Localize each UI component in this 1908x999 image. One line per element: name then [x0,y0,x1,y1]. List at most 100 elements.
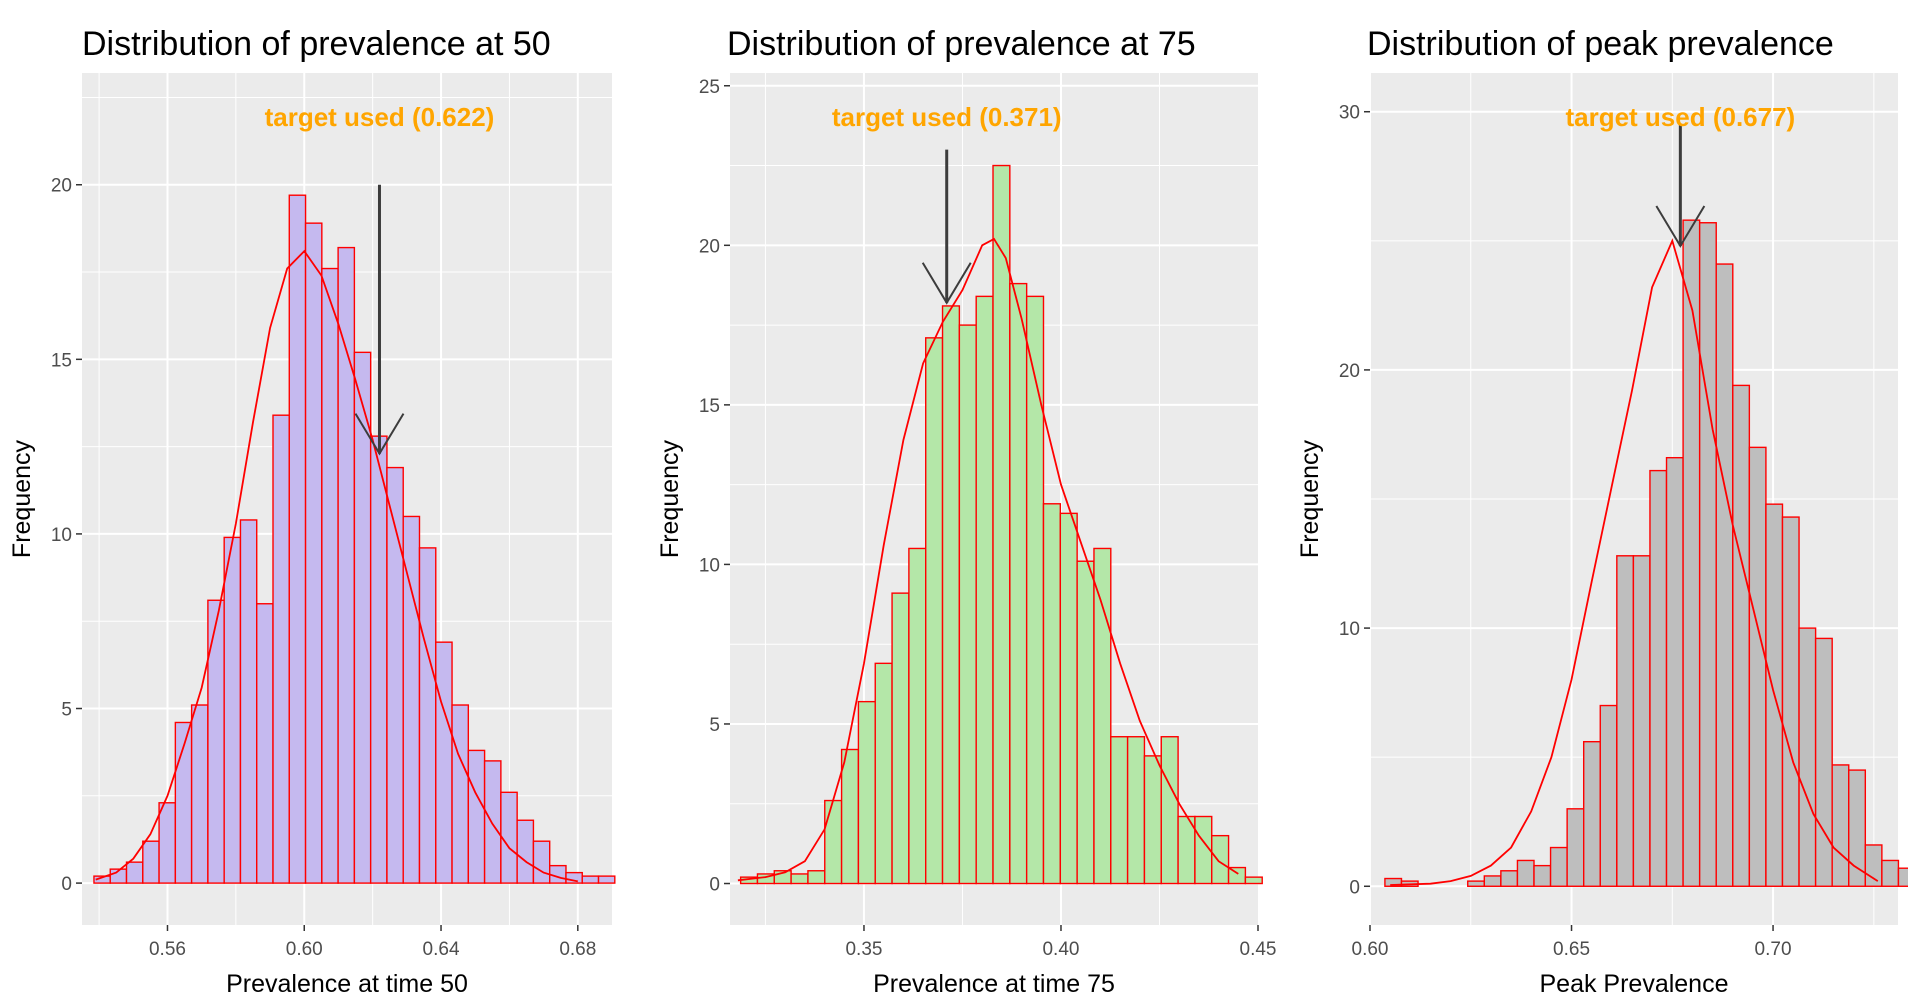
histogram-bar [1042,503,1062,885]
y-tick-label: 0 [1349,877,1360,898]
y-tick-label: 0 [61,874,72,895]
histogram-bar [1665,456,1684,887]
x-axis-ticks: 0.56 0.60 0.64 0.68 [149,925,596,960]
histogram-bar [239,519,258,884]
histogram-bar [1093,547,1112,885]
histogram-bar [483,760,502,884]
histogram-bar [908,547,927,885]
histogram-panel-prevalence-50: target used (0.622) 0 5 10 15 20 0.56 0.60 0.6… [8,25,616,998]
histogram-bar [1897,867,1908,887]
histogram-bars [739,164,1263,885]
y-tick-label: 10 [699,555,720,576]
histogram-bar [1864,844,1883,887]
histogram-bar [223,536,242,884]
histogram-bar [1814,637,1833,887]
x-axis-ticks: 0.60 0.65 0.70 [1352,925,1792,960]
histogram-bar [1649,469,1668,887]
histogram-bar [190,704,209,884]
histogram-bar [1483,875,1502,887]
x-axis-ticks: 0.35 0.40 0.45 [845,925,1276,960]
x-tick-label: 0.56 [149,939,186,960]
histogram-bar [500,791,518,884]
y-axis-ticks: 0 10 20 30 [1339,103,1370,898]
histogram-bar [1143,755,1162,885]
histogram-bar [1748,446,1767,887]
histogram-bar [807,870,826,885]
y-axis-label: Frequency [1296,439,1324,558]
target-arrow [354,184,405,456]
histogram-bar [1599,704,1618,887]
histogram-bar [1244,876,1263,885]
target-annotation: target used (0.677) [1565,102,1795,132]
histogram-bar [353,351,372,884]
x-tick-label: 0.45 [1240,939,1277,960]
x-tick-label: 0.68 [559,939,596,960]
density-line [737,237,1239,882]
histogram-bar [1781,516,1800,887]
histogram-bar [857,700,876,885]
histogram-bar [975,295,994,885]
histogram-bar [451,704,470,884]
y-axis-label: Frequency [8,439,36,558]
y-axis-ticks: 0 5 10 15 20 25 [699,77,730,896]
histogram-bar [992,164,1011,885]
histogram-bar [125,861,144,884]
arrow-head [921,262,972,305]
histogram-bar [435,641,453,884]
x-tick-label: 0.35 [845,939,882,960]
histogram-bar [1848,769,1867,887]
y-tick-label: 30 [1339,103,1360,124]
target-annotation: target used (0.371) [832,102,1062,132]
x-tick-label: 0.64 [423,939,460,960]
x-tick-label: 0.70 [1755,939,1792,960]
histogram-bar [1211,834,1230,885]
histogram-bar [1227,866,1247,885]
histogram-bar [532,840,551,884]
histogram-bar [1467,880,1486,887]
histogram-bar [581,875,600,884]
histogram-bar [874,662,893,885]
histogram-bar [337,246,356,884]
histogram-panel-peak-prevalence: target used (0.677) 0 10 20 30 0.60 0.65 0.70… [1296,25,1908,998]
histogram-bar [1698,222,1717,887]
histogram-bar [418,547,437,884]
histogram-bar [272,414,290,884]
x-axis-label: Prevalence at time 75 [873,970,1115,998]
histogram-bar [958,324,977,885]
histogram-bar [1632,555,1651,887]
y-tick-label: 25 [699,77,720,98]
histogram-bar [516,819,535,884]
target-arrow [1655,124,1706,248]
histogram-bar [288,194,307,884]
histogram-bar [790,873,809,885]
y-tick-label: 5 [61,700,72,721]
histogram-bar [321,267,339,884]
density-curve [95,249,578,883]
histogram-bar [1025,295,1045,885]
y-tick-label: 15 [51,350,72,371]
histogram-bar [1126,736,1146,885]
chart-title: Distribution of prevalence at 75 [727,25,1196,63]
y-axis-label: Frequency [656,439,684,558]
target-arrow [921,149,972,305]
density-curve [737,237,1239,882]
histogram-bar [1549,846,1568,887]
histogram-bar [1582,740,1601,887]
y-tick-label: 5 [709,715,720,736]
chart-title: Distribution of prevalence at 50 [82,25,551,63]
x-tick-label: 0.60 [1352,939,1389,960]
density-line [1390,238,1879,886]
y-tick-label: 10 [51,525,72,546]
histogram-bar [824,799,843,885]
histogram-bar [158,802,177,884]
histogram-bar [1682,219,1701,887]
histogram-bar [925,337,944,885]
histogram-bar [369,435,388,884]
histogram-bar [1110,736,1129,885]
x-tick-label: 0.40 [1042,939,1079,960]
histogram-bar [1831,764,1850,887]
y-tick-label: 20 [1339,361,1360,382]
histogram-bar [207,599,225,884]
